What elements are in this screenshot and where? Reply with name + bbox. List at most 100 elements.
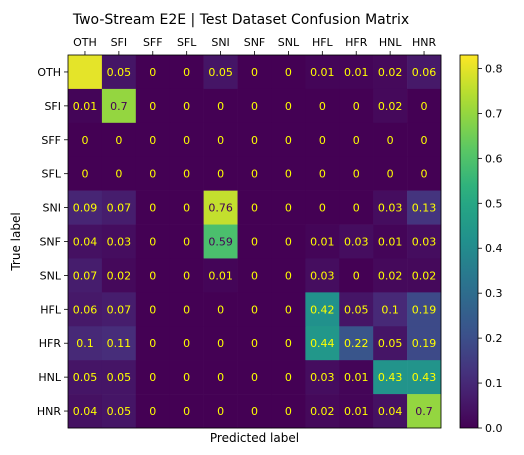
- cell-value-label: 0.44: [310, 337, 335, 350]
- cell-value-label: 0.11: [107, 337, 132, 350]
- cell-value-label: 0.03: [378, 202, 403, 215]
- heatmap-cell: [305, 292, 340, 327]
- cell-value-label: 0: [319, 202, 326, 215]
- heatmap-cell: [68, 292, 103, 327]
- y-tick-label: HNL: [38, 371, 62, 384]
- heatmap-cell: [339, 326, 374, 361]
- cell-value-label: 0: [183, 337, 190, 350]
- colorbar: [459, 54, 479, 429]
- cell-value-label: 0.02: [107, 269, 132, 282]
- cell-value-label: 0.09: [73, 202, 98, 215]
- cell-value-label: 0: [421, 168, 428, 181]
- heatmap-cell: [373, 292, 408, 327]
- cell-value-label: 0.01: [310, 66, 335, 79]
- heatmap-cell: [339, 224, 374, 259]
- heatmap-cell: [305, 190, 340, 225]
- heatmap-cell: [271, 292, 306, 327]
- cell-value-label: 0: [285, 134, 292, 147]
- heatmap-cell: [271, 224, 306, 259]
- cell-value-label: 0: [115, 168, 122, 181]
- cell-value-label: 0: [251, 134, 258, 147]
- cell-value-label: 0: [149, 269, 156, 282]
- cell-value-label: 0: [353, 100, 360, 113]
- cell-value-label: 0: [421, 100, 428, 113]
- cell-value-label: 0: [183, 405, 190, 418]
- cell-value-label: 0.59: [208, 236, 233, 249]
- x-tick-label: SNF: [244, 36, 266, 49]
- heatmap-cell: [169, 88, 204, 124]
- colorbar-tick-label: 0.4: [485, 242, 503, 255]
- cell-value-label: 0.42: [310, 303, 335, 316]
- heatmap-cell: [407, 292, 442, 327]
- cell-value-label: 0.03: [310, 269, 335, 282]
- cell-value-label: 0: [251, 371, 258, 384]
- cell-value-label: 0.03: [412, 236, 437, 249]
- heatmap-cell: [271, 360, 306, 395]
- x-tick-label: HNR: [412, 36, 437, 49]
- cell-value-label: 0: [387, 134, 394, 147]
- heatmap-cell: [101, 156, 137, 191]
- x-tick-label: SFL: [177, 36, 197, 49]
- x-tick-label: HNL: [379, 36, 403, 49]
- cell-value-label: 0: [149, 134, 156, 147]
- heatmap-cell: [373, 55, 408, 90]
- heatmap-cell: [373, 224, 408, 259]
- cell-value-label: 0.01: [344, 66, 369, 79]
- cell-value-label: 0.22: [344, 337, 369, 350]
- cell-value-label: 0.05: [378, 337, 403, 350]
- heatmap-cell: [169, 190, 204, 225]
- heatmap-cell: [203, 55, 238, 90]
- cell-value-label: 0: [353, 168, 360, 181]
- heatmap-cell: [237, 394, 272, 429]
- heatmap-cell: [237, 88, 272, 124]
- cell-value-label: 0: [183, 168, 190, 181]
- heatmap-cell: [68, 394, 103, 429]
- heatmap-cell: [407, 326, 442, 361]
- cell-value-label: 0.01: [310, 236, 335, 249]
- heatmap-cell: [373, 88, 408, 124]
- cell-value-label: 0: [387, 168, 394, 181]
- heatmap-cell: [339, 55, 374, 90]
- x-tick-label: SFI: [111, 36, 128, 49]
- heatmap-cell: [237, 122, 272, 158]
- cell-value-label: 0: [115, 134, 122, 147]
- heatmap-cell: [305, 55, 340, 90]
- cell-value-label: 0: [251, 66, 258, 79]
- heatmap-cell: [101, 55, 137, 90]
- cell-value-label: 0: [251, 405, 258, 418]
- heatmap-cells: [68, 55, 442, 429]
- cell-value-label: 0: [149, 100, 156, 113]
- cell-value-label: 0: [251, 269, 258, 282]
- cell-value-label: 0: [421, 134, 428, 147]
- heatmap-cell: [135, 394, 171, 429]
- x-axis-ticks: OTH SFI SFF SFL SNI SNF SNL HFL HFR HNL HNR: [73, 36, 436, 55]
- heatmap-cell: [373, 190, 408, 225]
- cell-value-label: 0: [149, 202, 156, 215]
- y-tick-label: SFI: [44, 100, 61, 113]
- heatmap-cell: [373, 156, 408, 191]
- y-tick-label: HNR: [37, 405, 62, 418]
- cell-value-label: 0.02: [378, 269, 403, 282]
- x-tick-label: SFF: [143, 36, 163, 49]
- heatmap-cell: [407, 360, 442, 395]
- colorbar-tick-label: 0.3: [485, 287, 503, 300]
- cell-value-label: 0.06: [73, 303, 98, 316]
- cell-value-label: 0: [217, 371, 224, 384]
- cell-value-label: 0: [149, 337, 156, 350]
- cell-value-label: 0: [251, 236, 258, 249]
- heatmap-cell: [101, 88, 137, 124]
- x-tick-label: SNI: [211, 36, 229, 49]
- heatmap-cell: [339, 360, 374, 395]
- heatmap-cell: [101, 258, 137, 293]
- colorbar-tick-label: 0.0: [485, 422, 503, 435]
- cell-value-label: 0.01: [73, 100, 98, 113]
- heatmap-cell: [407, 156, 442, 191]
- heatmap-cell-labels: 0.05 0 0 0.05 0 0 0.01 0.01 0.02 0.06 0.01 0.7 0 0 0 0 0…: [73, 66, 437, 418]
- cell-value-label: 0.05: [73, 371, 98, 384]
- heatmap-cell: [305, 360, 340, 395]
- cell-value-label: 0: [217, 405, 224, 418]
- heatmap-cell: [339, 190, 374, 225]
- cell-value-label: 0: [149, 66, 156, 79]
- heatmap-cell: [271, 88, 306, 124]
